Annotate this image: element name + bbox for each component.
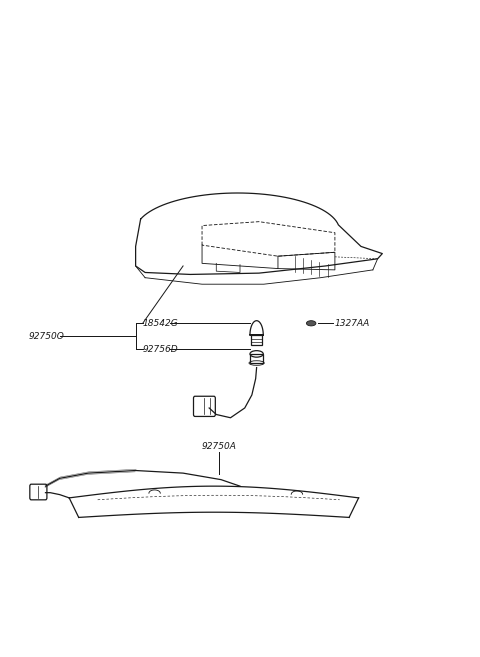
Ellipse shape — [306, 321, 316, 326]
Text: 92750A: 92750A — [201, 442, 236, 451]
Text: 1327AA: 1327AA — [335, 319, 370, 328]
Bar — [250, 354, 263, 363]
Text: 92756D: 92756D — [143, 345, 179, 354]
Bar — [252, 335, 262, 346]
Text: 18542G: 18542G — [143, 319, 179, 328]
Text: 92750O: 92750O — [29, 332, 65, 341]
